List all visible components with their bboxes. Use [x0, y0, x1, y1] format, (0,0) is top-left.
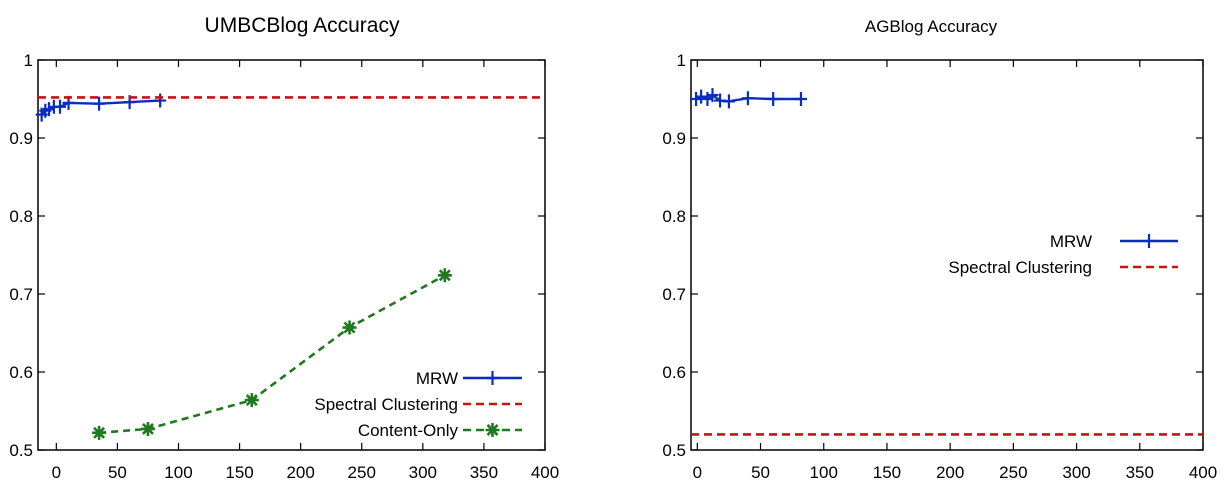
- legend-label: Content-Only: [358, 421, 459, 440]
- plot-frame: [690, 59, 1204, 451]
- y-tick-label: 0.8: [9, 207, 33, 226]
- data-point: [244, 393, 259, 408]
- series-mrw: [35, 93, 167, 122]
- data-point: [437, 268, 452, 283]
- data-point: [695, 89, 708, 104]
- x-tick-label: 300: [1062, 463, 1090, 482]
- data-point: [140, 421, 155, 436]
- data-point: [154, 93, 167, 108]
- y-tick-label: 0.8: [662, 207, 686, 226]
- y-tick-label: 0.6: [662, 363, 686, 382]
- x-tick-label: 0: [693, 463, 702, 482]
- series-content-only: [92, 268, 452, 440]
- data-point: [706, 88, 719, 103]
- x-tick-label: 150: [873, 463, 901, 482]
- y-tick-label: 0.9: [662, 129, 686, 148]
- legend: MRW Spectral Clustering: [948, 232, 1178, 277]
- x-axis: 0 50 100 150 200 250 300 350 400: [52, 60, 559, 482]
- legend-label: Spectral Clustering: [948, 258, 1092, 277]
- data-point: [93, 96, 106, 111]
- x-tick-label: 400: [531, 463, 559, 482]
- umbcblog-accuracy-chart: UMBCBlog Accuracy 0.5 0.6 0.7 0.8 0.9 1 0 50 10…: [9, 14, 559, 482]
- y-axis: 0.5 0.6 0.7 0.8 0.9 1: [662, 51, 1203, 460]
- y-tick-label: 0.6: [9, 363, 33, 382]
- data-point: [722, 94, 735, 109]
- series-mrw: [690, 88, 807, 109]
- series-layer: [35, 93, 545, 440]
- x-tick-label: 250: [999, 463, 1027, 482]
- x-tick-label: 350: [1126, 463, 1154, 482]
- x-tick-label: 250: [348, 463, 376, 482]
- y-axis: 0.5 0.6 0.7 0.8 0.9 1: [9, 51, 545, 460]
- x-axis: 0 50 100 150 200 250 300 350 400: [693, 60, 1217, 482]
- x-tick-label: 200: [286, 463, 314, 482]
- plot-frame: [37, 59, 546, 451]
- legend-label: Spectral Clustering: [314, 395, 458, 414]
- y-tick-label: 0.7: [9, 285, 33, 304]
- data-point: [794, 92, 807, 106]
- legend-label: MRW: [416, 369, 458, 388]
- legend-marker: [486, 371, 499, 385]
- legend-marker: [1143, 234, 1155, 248]
- x-tick-label: 200: [936, 463, 964, 482]
- agblog-accuracy-chart: AGBlog Accuracy 0.5 0.6 0.7 0.8 0.9 1 0 50 100 1…: [662, 17, 1217, 482]
- data-point: [92, 425, 107, 440]
- data-point: [342, 320, 357, 335]
- x-tick-label: 50: [108, 463, 127, 482]
- data-point: [53, 99, 66, 114]
- x-tick-label: 400: [1189, 463, 1217, 482]
- x-tick-label: 100: [810, 463, 838, 482]
- y-tick-label: 0.9: [9, 129, 33, 148]
- legend-label: MRW: [1050, 232, 1092, 251]
- series-layer: [690, 88, 1203, 436]
- chart-title: UMBCBlog Accuracy: [205, 14, 400, 37]
- x-tick-label: 150: [225, 463, 253, 482]
- y-tick-label: 0.5: [9, 441, 33, 460]
- x-tick-label: 350: [470, 463, 498, 482]
- y-tick-label: 0.5: [662, 441, 686, 460]
- x-tick-label: 0: [52, 463, 61, 482]
- data-point: [741, 91, 754, 106]
- x-tick-label: 300: [409, 463, 437, 482]
- x-tick-label: 100: [164, 463, 192, 482]
- chart-title: AGBlog Accuracy: [865, 17, 998, 36]
- legend-marker: [485, 423, 500, 437]
- x-tick-label: 50: [751, 463, 770, 482]
- legend: MRW Spectral Clustering Content-Only: [314, 369, 522, 440]
- y-tick-label: 1: [677, 51, 686, 70]
- data-point: [767, 92, 780, 106]
- y-tick-label: 0.7: [662, 285, 686, 304]
- y-tick-label: 1: [24, 51, 33, 70]
